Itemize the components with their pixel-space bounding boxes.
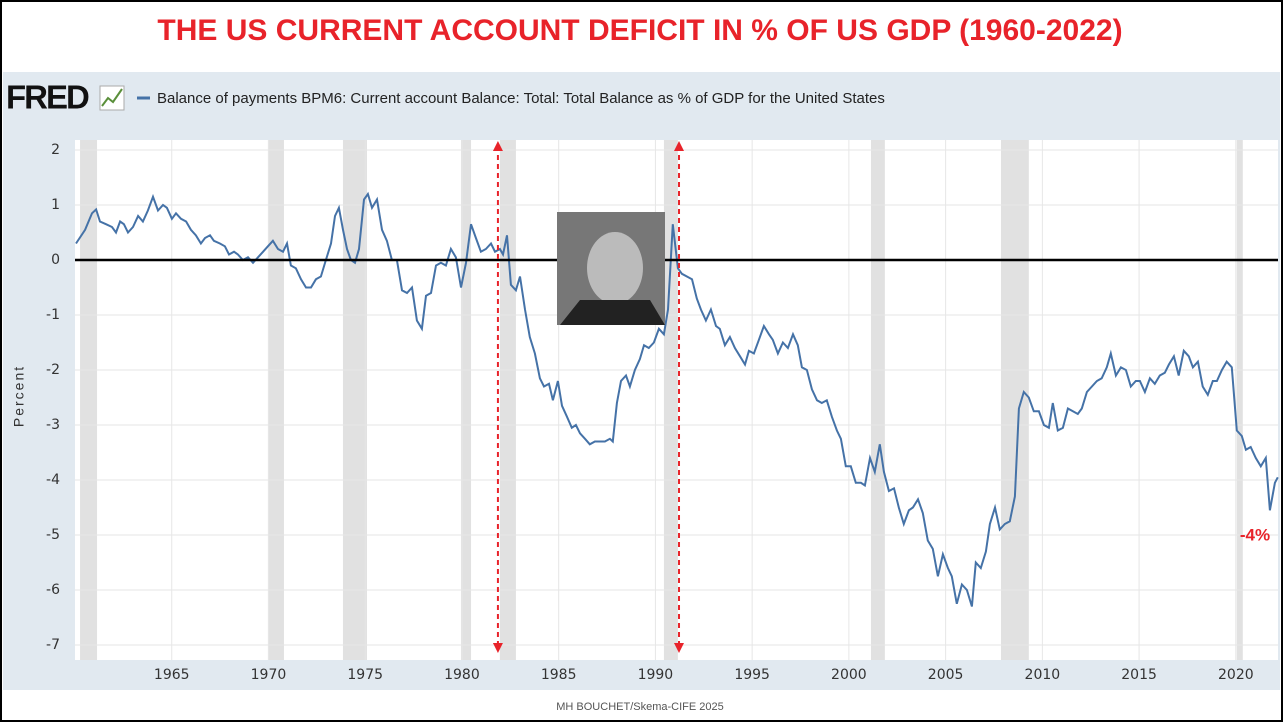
recession-band <box>871 140 885 660</box>
x-tick-label: 1995 <box>734 667 770 683</box>
x-tick-label: 1990 <box>638 667 674 683</box>
source-logo: FRED <box>6 79 89 116</box>
x-tick-label: 2000 <box>831 667 867 683</box>
x-tick-label: 1965 <box>154 667 190 683</box>
recession-band <box>343 140 367 660</box>
x-tick-label: 2010 <box>1025 667 1061 683</box>
y-axis-label: Percent <box>11 365 27 427</box>
x-tick-label: 1980 <box>444 667 480 683</box>
x-tick-label: 1970 <box>251 667 287 683</box>
recession-band <box>1001 140 1029 660</box>
y-tick-label: 1 <box>51 197 60 213</box>
y-tick-label: 2 <box>51 142 60 158</box>
x-tick-label: 2020 <box>1218 667 1254 683</box>
recession-band <box>500 140 516 660</box>
chart-title: THE US CURRENT ACCOUNT DEFICIT IN % OF U… <box>157 14 1122 47</box>
annotation: -4% <box>1240 525 1270 544</box>
recession-band <box>1237 140 1243 660</box>
x-tick-label: 1975 <box>347 667 383 683</box>
y-tick-label: -6 <box>46 582 60 598</box>
y-tick-label: -4 <box>46 472 60 488</box>
x-tick-label: 2005 <box>928 667 964 683</box>
y-tick-label: -2 <box>46 362 60 378</box>
recession-band <box>461 140 471 660</box>
recession-band <box>664 140 678 660</box>
footer: MH BOUCHET/Skema-CIFE 2025 <box>556 701 723 713</box>
x-tick-label: 2015 <box>1121 667 1157 683</box>
y-tick-label: -7 <box>46 637 60 653</box>
y-tick-label: 0 <box>51 252 60 268</box>
y-tick-label: -5 <box>46 527 60 543</box>
legend-label: Balance of payments BPM6: Current accoun… <box>157 90 885 107</box>
chart: THE US CURRENT ACCOUNT DEFICIT IN % OF U… <box>0 0 1283 722</box>
recession-band <box>268 140 284 660</box>
y-tick-label: -3 <box>46 417 60 433</box>
y-tick-label: -1 <box>46 307 60 323</box>
photo-face <box>587 232 643 304</box>
x-tick-label: 1985 <box>541 667 577 683</box>
recession-band <box>80 140 97 660</box>
